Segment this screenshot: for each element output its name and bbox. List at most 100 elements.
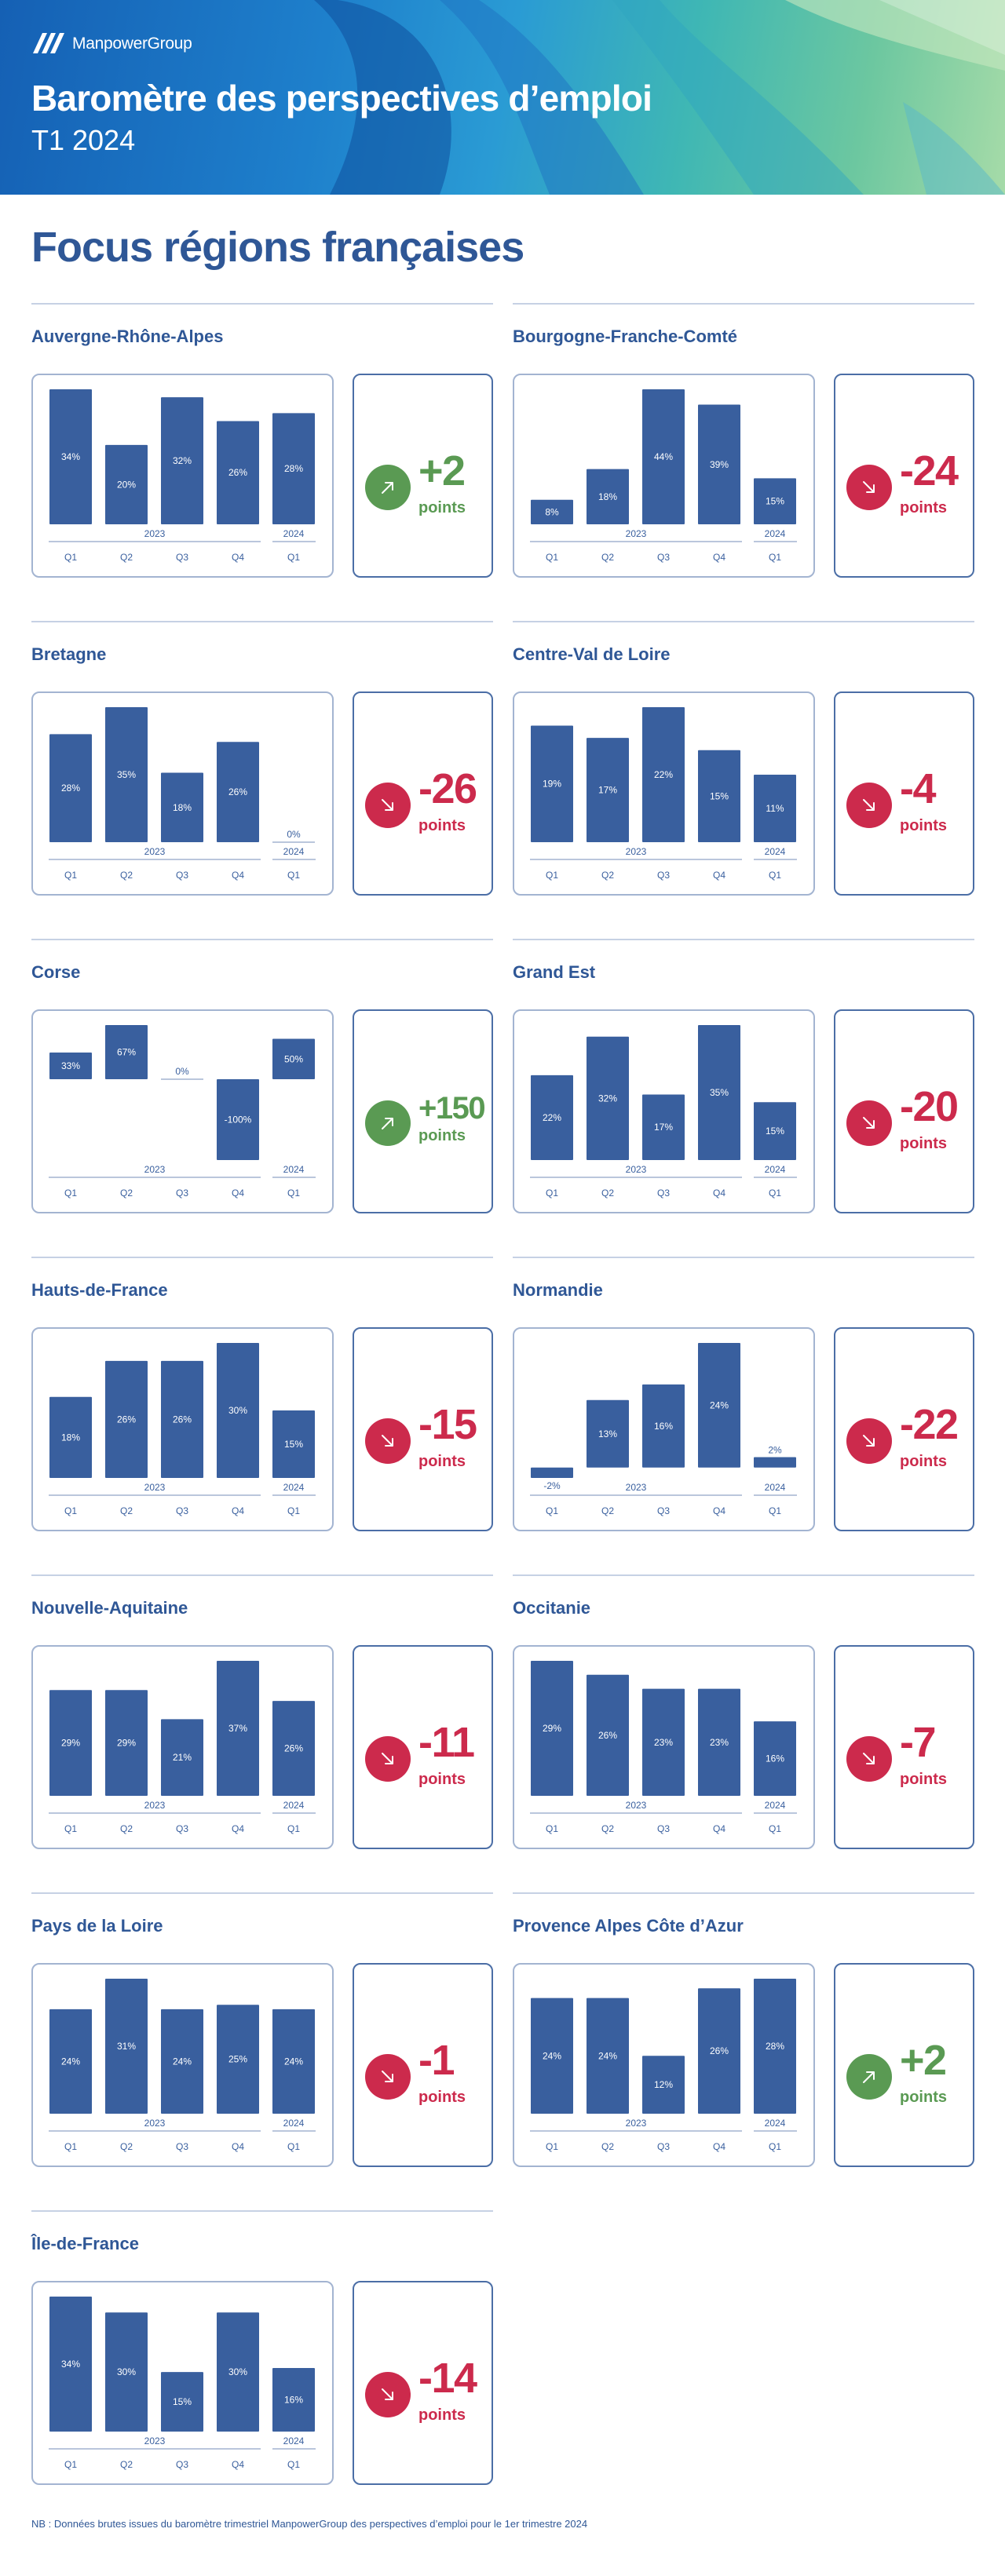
manpower-logo-icon [33,33,64,53]
arrow-down-right-icon [365,2372,411,2417]
bar-chart: 28% 35% 18% 26% 0% 2023 2024 Q1 Q2 Q3 Q4 Q1 [49,707,316,881]
bar-value-label: 26% [173,1414,192,1425]
year-label: 2023 [626,1482,647,1493]
bar-chart-card: 8% 18% 44% 39% 15% 2023 2024 Q1 Q2 Q3 Q4 Q1 [513,374,815,578]
arrow-down-right-icon [365,2054,411,2100]
bar [272,2368,315,2432]
quarter-tick-label: Q1 [546,870,558,881]
bar-chart: 33% 67% 0% -100% 50% 2023 2024 Q1 Q2 Q3 Q4 Q1 [49,1025,316,1199]
quarter-tick-label: Q2 [120,2459,133,2470]
bar [272,1701,315,1796]
quarter-tick-label: Q1 [769,1188,781,1199]
bar [161,1360,203,1478]
bar-value-label: 34% [61,451,80,462]
bar-value-label: 23% [710,1737,729,1748]
bar-value-label: 67% [117,1047,136,1058]
bar [698,404,740,524]
quarter-tick-label: Q1 [546,1823,558,1834]
delta-value: +2 [418,447,466,494]
bar-value-label: 16% [284,2395,303,2406]
bar-value-label: 17% [598,785,617,796]
bar-value-label: 32% [598,1093,617,1104]
quarter-tick-label: Q2 [120,1823,133,1834]
bar-value-label: 24% [173,2056,192,2067]
bar-value-label: 21% [173,1752,192,1763]
section-divider [31,1892,493,1894]
bar [698,1343,740,1468]
bar-chart-card: 34% 30% 15% 30% 16% 2023 2024 Q1 Q2 Q3 Q4 Q1 [31,2281,334,2485]
bar [105,1025,148,1080]
year-label: 2023 [144,2118,166,2129]
bar [49,389,92,524]
bar [587,1998,629,2114]
trend-card: -22 points [834,1327,974,1531]
bar-value-label: 20% [117,479,136,490]
quarter-tick-label: Q1 [64,1505,77,1516]
arrow-down-right-icon [846,783,892,828]
quarter-tick-label: Q4 [713,2141,725,2152]
bar [217,1661,259,1796]
quarter-tick-label: Q1 [769,1823,781,1834]
bar-value-label: 30% [117,2366,136,2377]
bar-chart: 22% 32% 17% 35% 15% 2023 2024 Q1 Q2 Q3 Q4 Q1 [530,1025,797,1199]
bar [587,1399,629,1468]
trend-card: -11 points [353,1645,493,1849]
header-banner: ManpowerGroup Baromètre des perspectives… [0,0,1005,195]
bar [642,707,685,842]
bar [754,1979,796,2114]
quarter-tick-label: Q2 [120,1188,133,1199]
year-label: 2024 [283,1800,305,1811]
year-label: 2024 [765,846,786,857]
bar-chart-card: 24% 24% 12% 26% 28% 2023 2024 Q1 Q2 Q3 Q4 Q1 [513,1963,815,2167]
delta-value: -22 [900,1401,959,1448]
bar [49,2297,92,2432]
bar [754,478,796,524]
arrow-down-right-icon [365,1418,411,1464]
quarter-tick-label: Q4 [232,1188,244,1199]
year-label: 2024 [283,846,305,857]
bar-value-label: 24% [61,2056,80,2067]
year-label: 2023 [626,528,647,539]
quarter-tick-label: Q4 [713,1188,725,1199]
bar [49,1690,92,1796]
bar [217,1079,259,1160]
bar-value-label: 50% [284,1053,303,1064]
delta-value: -20 [900,1083,959,1130]
bar [161,397,203,524]
bar-value-label: 32% [173,455,192,466]
quarter-tick-label: Q1 [769,552,781,563]
section-divider [31,1574,493,1576]
trend-card: +150 points [353,1009,493,1213]
bar-value-label: 2% [768,1445,782,1456]
delta-value: +2 [900,2037,947,2084]
quarter-tick-label: Q2 [120,1505,133,1516]
bar [105,1360,148,1478]
bar-value-label: 15% [766,496,784,507]
arrow-down-right-icon [365,783,411,828]
trend-card: -14 points [353,2281,493,2485]
bar [531,1998,573,2114]
year-label: 2023 [144,1800,166,1811]
arrow-up-right-icon [365,1100,411,1146]
quarter-tick-label: Q1 [546,1188,558,1199]
bar [49,1396,92,1478]
bar-chart-card: 28% 35% 18% 26% 0% 2023 2024 Q1 Q2 Q3 Q4 Q1 [31,691,334,896]
bar-value-label: 8% [545,506,559,517]
bar-value-label: 28% [284,463,303,474]
year-label: 2024 [765,528,786,539]
year-label: 2024 [283,528,305,539]
bar-value-label: 17% [654,1122,673,1133]
bar [105,1690,148,1796]
quarter-tick-label: Q3 [176,2141,188,2152]
bar-value-label: 22% [543,1112,561,1123]
quarter-tick-label: Q1 [769,870,781,881]
region-title: Provence Alpes Côte d’Azur [513,1916,744,1936]
trend-card: +2 points [353,374,493,578]
region-title: Grand Est [513,962,596,982]
bar [49,2009,92,2114]
quarter-tick-label: Q3 [176,552,188,563]
bar [754,775,796,842]
bar [642,1094,685,1160]
quarter-tick-label: Q2 [601,1188,614,1199]
arrow-up-right-icon [365,465,411,510]
